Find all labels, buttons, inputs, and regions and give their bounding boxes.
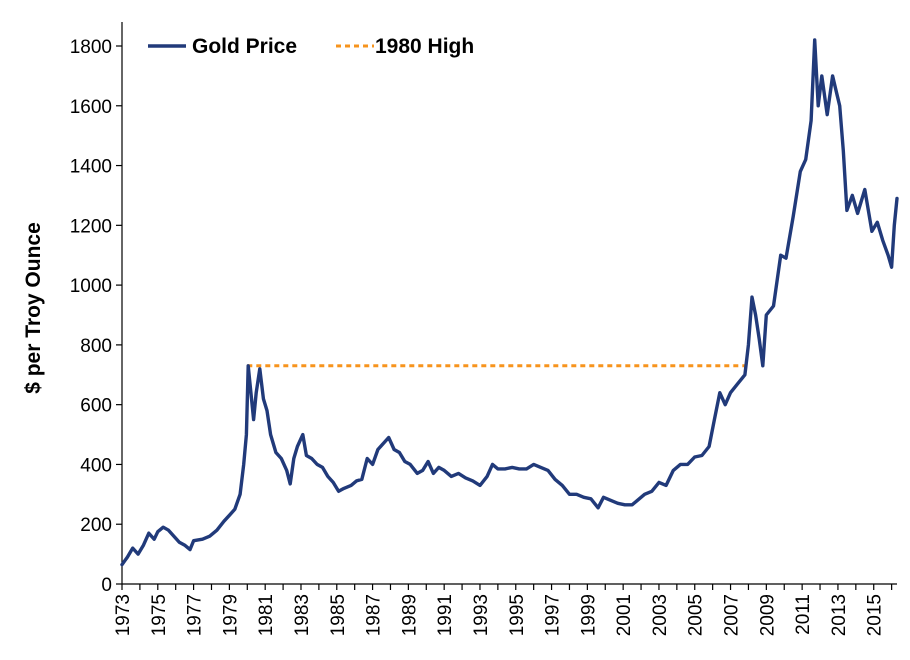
y-axis-ticks: 0 200 400 600 800 1000 1200 1400 1600 1800 xyxy=(70,37,122,596)
y-axis-title: $ per Troy Ounce xyxy=(22,222,45,394)
legend-label-gold-price: Gold Price xyxy=(192,35,297,58)
x-tick-label: 1973 xyxy=(113,594,134,636)
x-tick-label: 1999 xyxy=(578,594,599,636)
legend: Gold Price 1980 High xyxy=(148,35,474,58)
x-axis-ticks: 1973 1975 1977 1979 1981 1983 1985 1987 1989 1991… xyxy=(113,584,893,636)
y-tick-label: 1800 xyxy=(70,37,112,58)
x-tick-label: 1981 xyxy=(256,594,277,636)
axes xyxy=(121,22,897,585)
x-tick-label: 2007 xyxy=(722,594,743,636)
y-tick-label: 1600 xyxy=(70,97,112,118)
x-tick-label: 1987 xyxy=(364,594,385,636)
series-line-gold-price xyxy=(120,38,899,567)
x-tick-label: 2015 xyxy=(865,594,886,636)
x-tick-label: 1997 xyxy=(543,594,564,636)
y-tick-label: 400 xyxy=(80,455,112,476)
x-tick-label: 2009 xyxy=(757,594,778,636)
x-tick-label: 2011 xyxy=(793,594,814,635)
y-tick-label: 800 xyxy=(80,336,112,357)
y-tick-label: 1400 xyxy=(70,157,112,178)
x-tick-label: 1985 xyxy=(328,594,349,636)
y-tick-label: 600 xyxy=(80,396,112,417)
x-tick-label: 1983 xyxy=(292,594,313,636)
y-tick-label: 1200 xyxy=(70,216,112,237)
x-tick-label: 1991 xyxy=(435,594,456,636)
x-tick-label: 1995 xyxy=(507,594,528,636)
x-tick-label: 1989 xyxy=(399,594,420,636)
y-tick-label: 200 xyxy=(80,515,112,536)
x-tick-label: 1993 xyxy=(471,594,492,636)
x-tick-label: 1975 xyxy=(149,594,170,636)
series-layer xyxy=(120,38,899,567)
x-tick-label: 1979 xyxy=(220,594,241,636)
x-tick-label: 2001 xyxy=(614,594,635,636)
legend-label-1980-high: 1980 High xyxy=(375,35,474,58)
x-tick-label: 2013 xyxy=(829,594,850,636)
y-tick-label: 1000 xyxy=(70,276,112,297)
x-tick-label: 1977 xyxy=(185,594,206,636)
y-tick-label: 0 xyxy=(101,575,112,596)
x-tick-label: 2005 xyxy=(686,594,707,636)
x-tick-label: 2003 xyxy=(650,594,671,636)
